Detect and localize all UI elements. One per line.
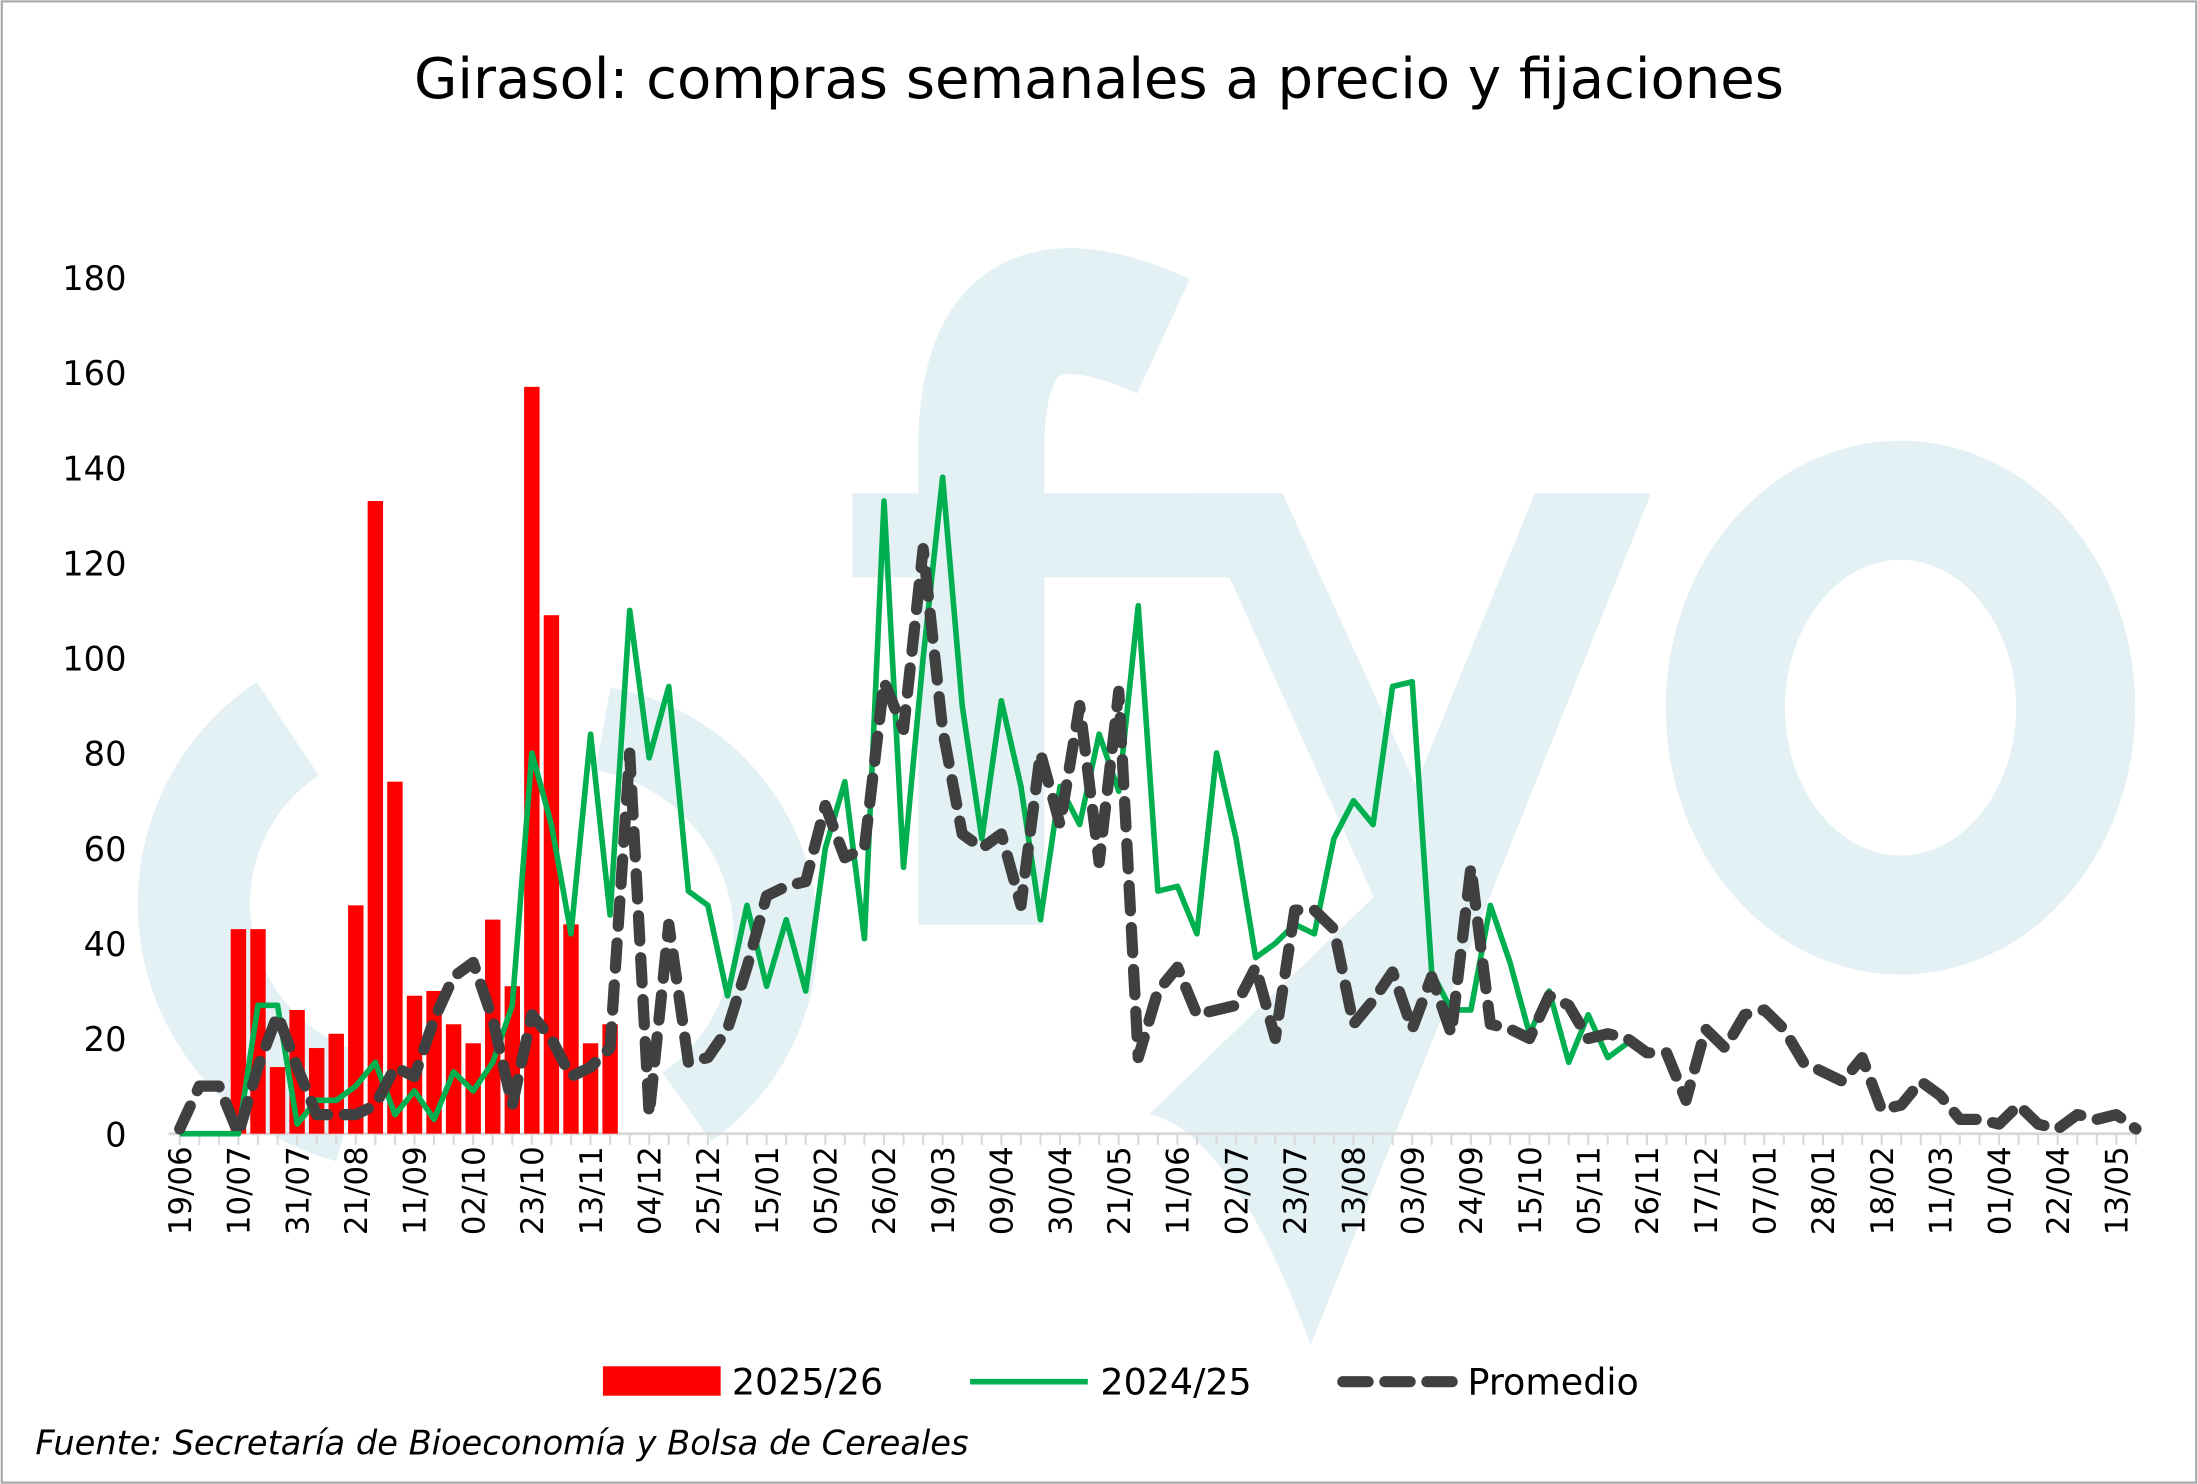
bar-2025-26: [582, 1043, 599, 1134]
y-tick-label: 20: [84, 1020, 127, 1059]
x-tick-label: 13/11: [574, 1146, 610, 1235]
x-tick-label: 01/04: [1982, 1146, 2018, 1235]
x-tick-label: 04/12: [632, 1146, 668, 1235]
x-tick-label: 05/02: [809, 1146, 845, 1235]
bar-2025-26: [387, 781, 403, 1134]
x-tick-label: 15/10: [1513, 1146, 1549, 1235]
legend-label-promedio: Promedio: [1468, 1360, 1639, 1403]
x-tick-label: 31/07: [280, 1146, 316, 1235]
x-tick-label: 02/07: [1219, 1146, 1255, 1235]
x-tick-label: 22/04: [2041, 1146, 2077, 1235]
x-tick-label: 02/10: [456, 1146, 492, 1235]
y-tick-label: 120: [62, 544, 126, 583]
x-tick-label: 21/05: [1102, 1146, 1138, 1235]
x-tick-label: 25/12: [691, 1146, 727, 1235]
x-tick-label: 11/03: [1924, 1146, 1960, 1235]
x-tick-label: 23/10: [515, 1146, 551, 1235]
x-tick-label: 10/07: [222, 1146, 258, 1235]
watermark-letter-f: [918, 248, 1190, 925]
x-tick-label: 19/03: [926, 1146, 962, 1235]
line-promedio: [174, 543, 2142, 1140]
x-tick-label: 17/12: [1689, 1146, 1725, 1235]
bar-2025-26: [269, 1067, 286, 1134]
x-tick-label: 07/01: [1748, 1146, 1784, 1235]
y-tick-label: 180: [62, 259, 126, 298]
x-tick-label: 26/11: [1630, 1146, 1666, 1235]
source-note: Fuente: Secretaría de Bioeconomía y Bols…: [35, 1424, 968, 1463]
line-2024-25: [179, 474, 1629, 1137]
x-tick-label: 05/11: [1571, 1146, 1607, 1235]
x-tick-label: 23/07: [1278, 1146, 1314, 1235]
y-axis: 0 20 40 60 80 100 120 140 160 180: [62, 259, 126, 1154]
x-tick-label: 11/06: [1161, 1146, 1197, 1235]
x-tick-label: 28/01: [1806, 1146, 1842, 1235]
x-tick-label: 13/08: [1337, 1146, 1373, 1235]
legend-label-2025-26: 2025/26: [732, 1360, 883, 1403]
x-axis: 19/06 10/07 31/07 21/08 11/09 02/10 23/10 13/11…: [163, 1132, 2139, 1235]
bar-2025-26: [348, 905, 364, 1134]
x-tick-label: 18/02: [1865, 1146, 1901, 1235]
watermark-letter-o: [1665, 440, 2136, 975]
y-tick-label: 0: [105, 1115, 126, 1154]
y-tick-label: 140: [62, 449, 126, 488]
x-tick-label: 24/09: [1454, 1146, 1490, 1235]
x-tick-label: 21/08: [339, 1146, 375, 1235]
x-tick-label: 19/06: [163, 1146, 199, 1235]
legend: 2025/26 2024/25 Promedio: [602, 1360, 1639, 1403]
y-tick-label: 40: [84, 925, 127, 964]
x-tick-label: 26/02: [867, 1146, 903, 1235]
x-tick-label: 13/05: [2100, 1146, 2136, 1235]
bar-2025-26: [367, 501, 384, 1134]
bar-2025-26: [543, 615, 560, 1134]
x-tick-label: 30/04: [1043, 1146, 1079, 1235]
x-tick-label: 15/01: [750, 1146, 786, 1235]
y-tick-label: 100: [62, 640, 126, 679]
bar-2025-26: [308, 1048, 325, 1134]
y-tick-label: 160: [62, 354, 126, 393]
x-tick-label: 11/09: [398, 1146, 434, 1235]
legend-label-2024-25: 2024/25: [1100, 1360, 1251, 1403]
x-tick-label: 09/04: [985, 1146, 1021, 1235]
legend-swatch-2025-26: [602, 1366, 721, 1396]
y-tick-label: 80: [84, 735, 127, 774]
y-tick-label: 60: [84, 830, 127, 869]
chart-title: Girasol: compras semanales a precio y fi…: [414, 47, 1784, 112]
x-tick-label: 03/09: [1395, 1146, 1431, 1235]
bar-2025-26: [563, 924, 579, 1134]
bar-2025-26: [328, 1033, 344, 1134]
bar-2025-26: [230, 929, 247, 1134]
